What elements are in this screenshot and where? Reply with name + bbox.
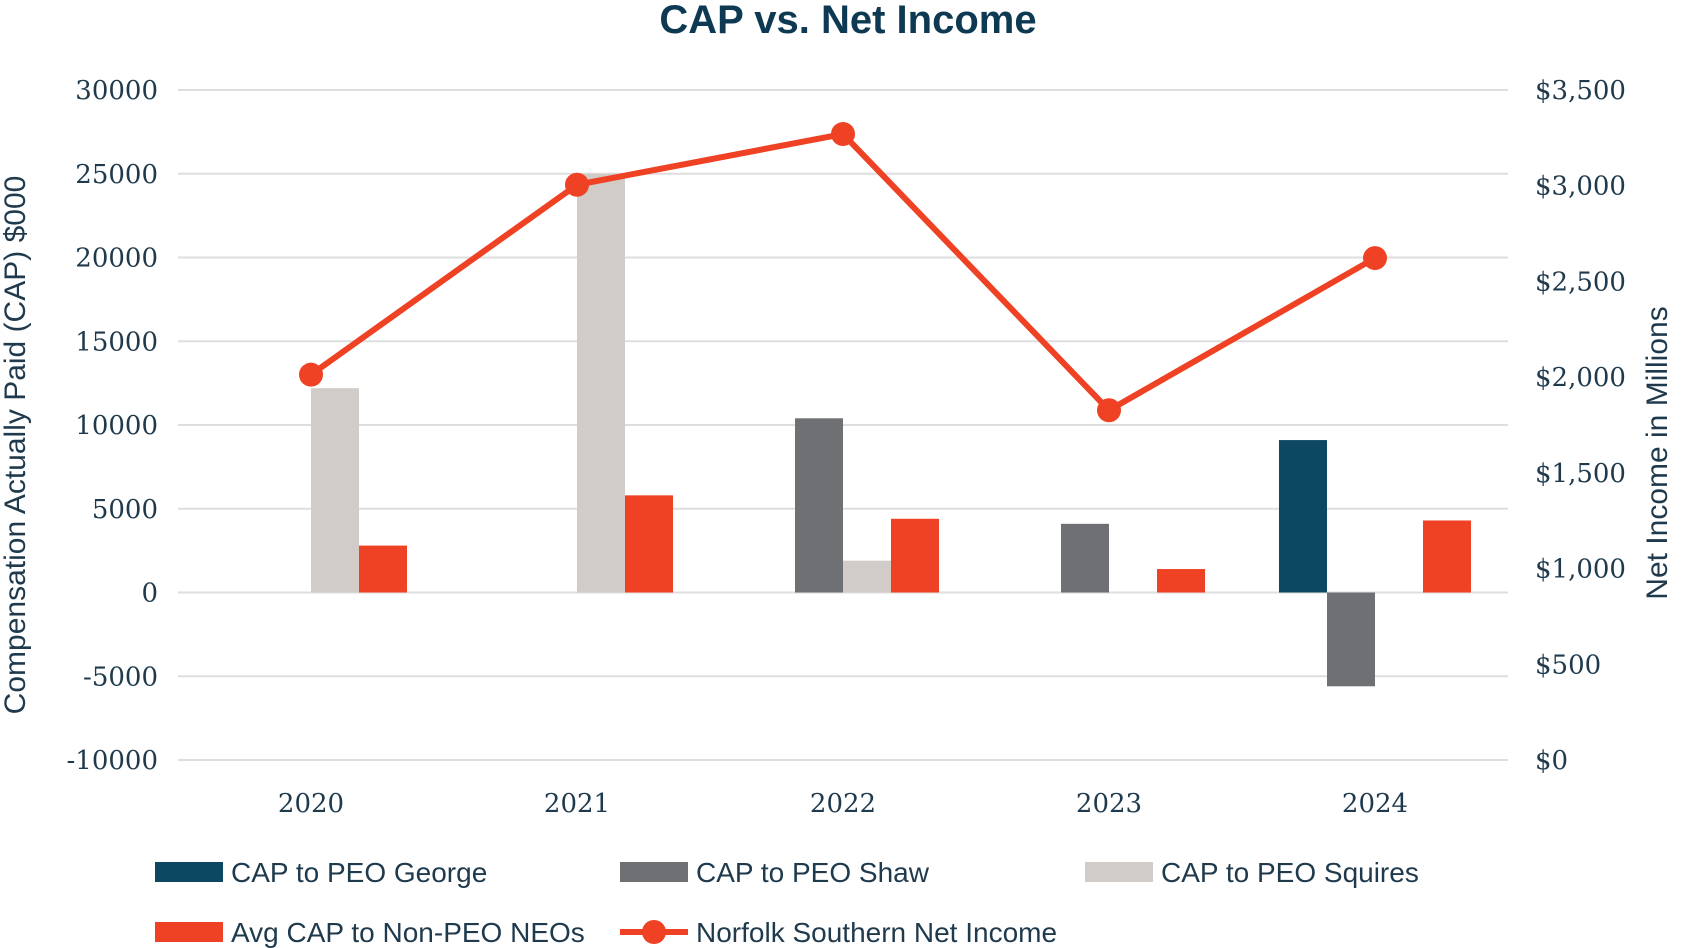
left-tick-label: 10000 xyxy=(75,411,158,441)
legend-label: CAP to PEO Squires xyxy=(1161,857,1419,888)
legend-item-cap-to-peo-shaw: CAP to PEO Shaw xyxy=(620,857,930,888)
bar-avg-cap-to-non-peo-neos-2021 xyxy=(625,495,673,593)
legend-swatch xyxy=(1085,862,1153,882)
left-tick-label: 30000 xyxy=(75,76,158,106)
x-tick-label: 2023 xyxy=(1076,789,1142,819)
right-tick-label: $2,500 xyxy=(1535,267,1626,297)
x-tick-label: 2022 xyxy=(810,789,876,819)
left-tick-label: 20000 xyxy=(75,244,158,274)
left-axis-label: Compensation Actually Paid (CAP) $000 xyxy=(0,176,32,715)
left-axis-ticks: 30000 25000 20000 15000 10000 5000 0 -5000 -1000… xyxy=(67,76,159,776)
legend-swatch xyxy=(155,862,223,882)
point-norfolk-southern-net-income-2023 xyxy=(1097,398,1121,423)
bar-avg-cap-to-non-peo-neos-2020 xyxy=(359,545,407,593)
left-tick-label: 15000 xyxy=(75,327,158,357)
right-tick-label: $0 xyxy=(1535,746,1568,776)
x-axis-ticks: 2020 2021 2022 2023 2024 xyxy=(278,789,1408,819)
right-tick-label: $1,500 xyxy=(1535,459,1626,489)
right-tick-label: $3,000 xyxy=(1535,172,1626,202)
legend-label: Norfolk Southern Net Income xyxy=(696,917,1057,948)
left-tick-label: -5000 xyxy=(83,662,158,692)
right-tick-label: $2,000 xyxy=(1535,363,1626,393)
legend-label: CAP to PEO Shaw xyxy=(696,857,930,888)
left-tick-label: 25000 xyxy=(75,160,158,190)
point-norfolk-southern-net-income-2020 xyxy=(299,362,323,387)
left-tick-label: 0 xyxy=(141,579,158,609)
left-tick-label: -10000 xyxy=(67,746,159,776)
bar-avg-cap-to-non-peo-neos-2024 xyxy=(1423,520,1471,593)
x-tick-label: 2020 xyxy=(278,789,344,819)
legend-item-cap-to-peo-george: CAP to PEO George xyxy=(155,857,487,888)
right-tick-label: $500 xyxy=(1535,650,1601,680)
bar-cap-to-peo-shaw-2024 xyxy=(1327,592,1375,687)
legend-swatch xyxy=(155,922,223,942)
bar-avg-cap-to-non-peo-neos-2022 xyxy=(891,518,939,593)
point-norfolk-southern-net-income-2021 xyxy=(565,172,589,197)
bar-cap-to-peo-shaw-2023 xyxy=(1061,523,1109,593)
bar-cap-to-peo-shaw-2022 xyxy=(795,418,843,593)
legend: CAP to PEO George CAP to PEO Shaw CAP to P… xyxy=(155,857,1419,948)
point-norfolk-southern-net-income-2024 xyxy=(1363,246,1387,271)
bar-cap-to-peo-squires-2022 xyxy=(843,560,891,593)
right-tick-label: $3,500 xyxy=(1535,76,1626,106)
bar-cap-to-peo-squires-2020 xyxy=(311,388,359,593)
legend-swatch xyxy=(620,862,688,882)
chart-title: CAP vs. Net Income xyxy=(659,0,1036,42)
x-tick-label: 2021 xyxy=(544,789,610,819)
left-tick-label: 5000 xyxy=(92,495,158,525)
bar-avg-cap-to-non-peo-neos-2023 xyxy=(1157,569,1205,593)
bar-cap-to-peo-george-2024 xyxy=(1279,440,1327,593)
line-norfolk-southern-net-income xyxy=(309,131,1377,414)
legend-label: Avg CAP to Non-PEO NEOs xyxy=(231,917,585,948)
right-axis-ticks: $3,500 $3,000 $2,500 $2,000 $1,500 $1,000 $500… xyxy=(1535,76,1626,776)
net-income-line xyxy=(299,122,1387,423)
legend-item-norfolk-southern-net-income: Norfolk Southern Net Income xyxy=(620,917,1057,948)
legend-marker xyxy=(642,920,666,944)
legend-item-avg-cap-to-non-peo-neos: Avg CAP to Non-PEO NEOs xyxy=(155,917,585,948)
legend-item-cap-to-peo-squires: CAP to PEO Squires xyxy=(1085,857,1419,888)
right-axis-label: Net Income in Millions xyxy=(1641,306,1674,599)
legend-label: CAP to PEO George xyxy=(231,857,487,888)
x-tick-label: 2024 xyxy=(1342,789,1408,819)
point-norfolk-southern-net-income-2022 xyxy=(831,122,855,147)
bars xyxy=(311,173,1471,687)
right-tick-label: $1,000 xyxy=(1535,555,1626,585)
bar-cap-to-peo-squires-2021 xyxy=(577,173,625,593)
